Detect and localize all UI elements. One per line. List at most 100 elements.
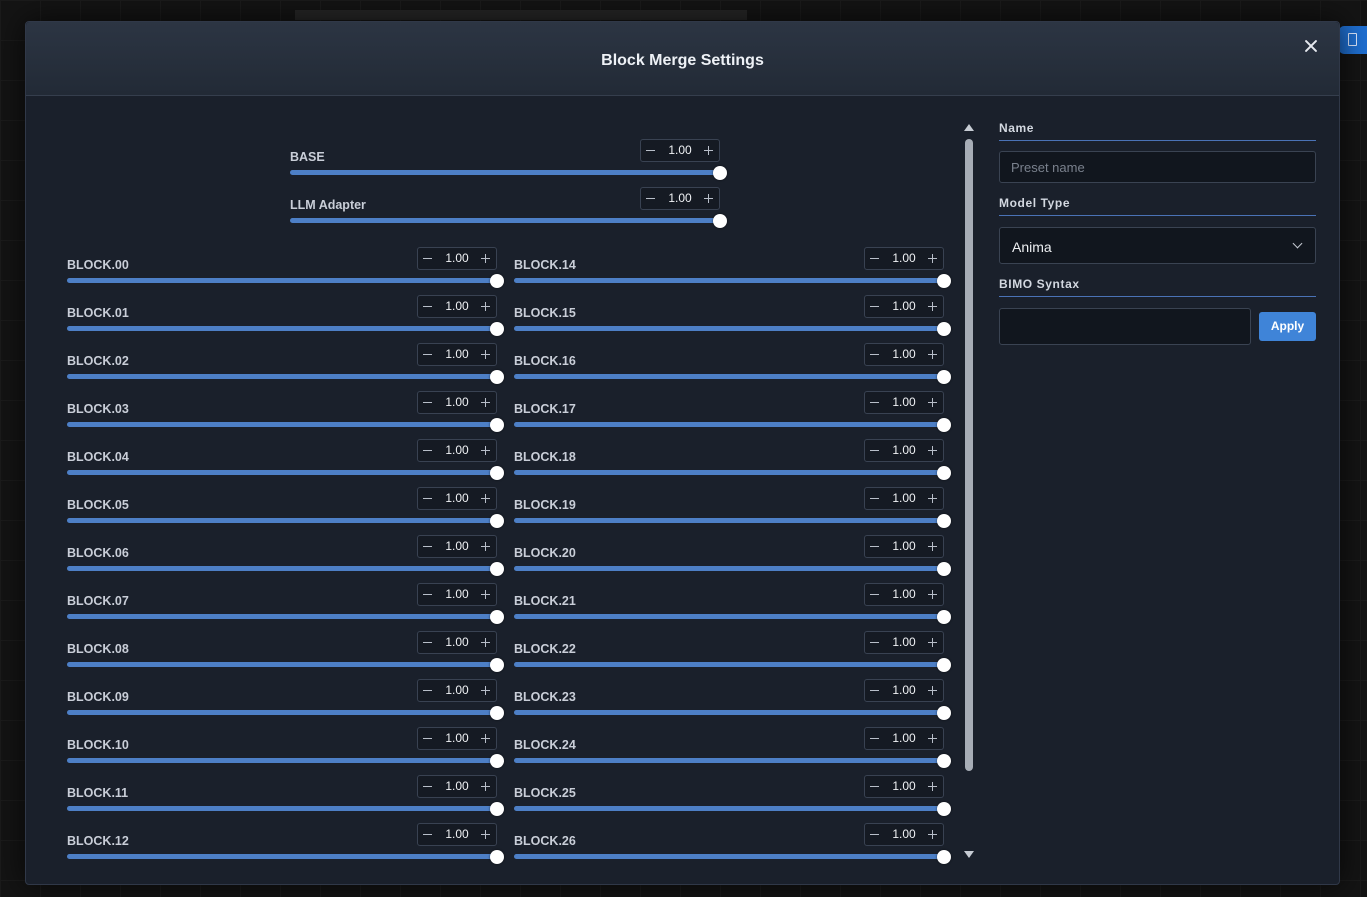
slider-track[interactable] — [290, 213, 727, 228]
plus-icon[interactable] — [923, 440, 943, 461]
slider-track[interactable] — [514, 417, 951, 432]
slider-track[interactable] — [67, 849, 504, 864]
slider-track[interactable] — [67, 273, 504, 288]
minus-icon[interactable] — [865, 488, 885, 509]
slider-value[interactable]: 1.00 — [892, 443, 916, 457]
slider-value[interactable]: 1.00 — [892, 347, 916, 361]
slider-thumb[interactable] — [490, 465, 504, 480]
close-icon[interactable] — [1299, 34, 1323, 58]
plus-icon[interactable] — [923, 296, 943, 317]
slider-scrollbar[interactable] — [962, 122, 976, 860]
slider-track[interactable] — [514, 513, 951, 528]
slider-thumb[interactable] — [490, 513, 504, 528]
plus-icon[interactable] — [476, 632, 496, 653]
scrollbar-thumb[interactable] — [965, 139, 973, 771]
plus-icon[interactable] — [476, 392, 496, 413]
minus-icon[interactable] — [418, 440, 438, 461]
slider-value[interactable]: 1.00 — [892, 587, 916, 601]
minus-icon[interactable] — [865, 536, 885, 557]
slider-track[interactable] — [67, 561, 504, 576]
plus-icon[interactable] — [923, 584, 943, 605]
minus-icon[interactable] — [641, 140, 661, 161]
slider-track[interactable] — [514, 705, 951, 720]
slider-value[interactable]: 1.00 — [668, 191, 692, 205]
plus-icon[interactable] — [476, 248, 496, 269]
slider-value[interactable]: 1.00 — [445, 299, 469, 313]
plus-icon[interactable] — [923, 248, 943, 269]
minus-icon[interactable] — [865, 776, 885, 797]
slider-value[interactable]: 1.00 — [445, 827, 469, 841]
slider-track[interactable] — [514, 849, 951, 864]
slider-thumb[interactable] — [490, 657, 504, 672]
plus-icon[interactable] — [476, 728, 496, 749]
scroll-up-icon[interactable] — [964, 124, 974, 131]
minus-icon[interactable] — [418, 824, 438, 845]
plus-icon[interactable] — [923, 632, 943, 653]
slider-value[interactable]: 1.00 — [445, 779, 469, 793]
slider-thumb[interactable] — [490, 753, 504, 768]
slider-track[interactable] — [67, 417, 504, 432]
slider-thumb[interactable] — [937, 417, 951, 432]
slider-track[interactable] — [514, 561, 951, 576]
slider-track[interactable] — [514, 801, 951, 816]
slider-value[interactable]: 1.00 — [445, 635, 469, 649]
plus-icon[interactable] — [923, 344, 943, 365]
slider-value[interactable]: 1.00 — [445, 347, 469, 361]
slider-thumb[interactable] — [490, 321, 504, 336]
slider-value[interactable]: 1.00 — [892, 299, 916, 313]
slider-thumb[interactable] — [937, 609, 951, 624]
slider-thumb[interactable] — [490, 705, 504, 720]
minus-icon[interactable] — [865, 728, 885, 749]
slider-thumb[interactable] — [937, 369, 951, 384]
minus-icon[interactable] — [418, 584, 438, 605]
minus-icon[interactable] — [865, 344, 885, 365]
slider-thumb[interactable] — [490, 609, 504, 624]
slider-track[interactable] — [67, 753, 504, 768]
model-type-select[interactable]: Anima — [999, 227, 1316, 264]
minus-icon[interactable] — [418, 344, 438, 365]
minus-icon[interactable] — [865, 680, 885, 701]
slider-value[interactable]: 1.00 — [892, 827, 916, 841]
slider-track[interactable] — [67, 321, 504, 336]
plus-icon[interactable] — [923, 680, 943, 701]
minus-icon[interactable] — [418, 488, 438, 509]
scroll-down-icon[interactable] — [964, 851, 974, 858]
slider-track[interactable] — [514, 465, 951, 480]
slider-value[interactable]: 1.00 — [892, 779, 916, 793]
slider-thumb[interactable] — [490, 369, 504, 384]
slider-track[interactable] — [67, 465, 504, 480]
slider-track[interactable] — [514, 321, 951, 336]
slider-track[interactable] — [67, 513, 504, 528]
minus-icon[interactable] — [418, 728, 438, 749]
minus-icon[interactable] — [865, 248, 885, 269]
slider-thumb[interactable] — [490, 849, 504, 864]
minus-icon[interactable] — [418, 296, 438, 317]
slider-thumb[interactable] — [937, 849, 951, 864]
minus-icon[interactable] — [418, 248, 438, 269]
slider-track[interactable] — [514, 609, 951, 624]
slider-track[interactable] — [67, 609, 504, 624]
slider-value[interactable]: 1.00 — [892, 635, 916, 649]
slider-value[interactable]: 1.00 — [892, 251, 916, 265]
slider-track[interactable] — [514, 273, 951, 288]
plus-icon[interactable] — [476, 536, 496, 557]
slider-thumb[interactable] — [490, 801, 504, 816]
slider-track[interactable] — [67, 801, 504, 816]
slider-thumb[interactable] — [490, 273, 504, 288]
plus-icon[interactable] — [476, 344, 496, 365]
slider-track[interactable] — [290, 165, 727, 180]
slider-thumb[interactable] — [937, 801, 951, 816]
bimo-syntax-input[interactable] — [999, 308, 1251, 345]
plus-icon[interactable] — [476, 776, 496, 797]
minus-icon[interactable] — [865, 296, 885, 317]
minus-icon[interactable] — [418, 536, 438, 557]
minus-icon[interactable] — [865, 440, 885, 461]
slider-track[interactable] — [67, 657, 504, 672]
slider-value[interactable]: 1.00 — [668, 143, 692, 157]
slider-thumb[interactable] — [937, 513, 951, 528]
slider-thumb[interactable] — [490, 561, 504, 576]
slider-value[interactable]: 1.00 — [445, 395, 469, 409]
slider-thumb[interactable] — [937, 273, 951, 288]
slider-track[interactable] — [67, 705, 504, 720]
plus-icon[interactable] — [476, 440, 496, 461]
